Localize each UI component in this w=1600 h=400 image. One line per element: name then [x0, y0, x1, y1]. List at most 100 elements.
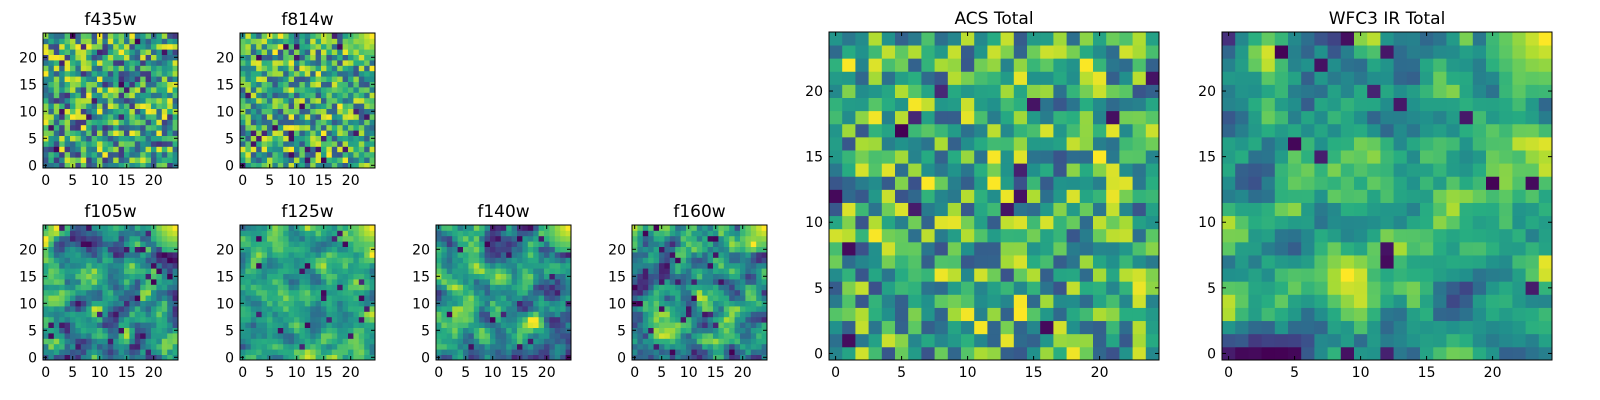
heatmap-cell: [1079, 268, 1094, 282]
heatmap-cell: [134, 268, 141, 274]
heatmap-cell: [240, 114, 246, 120]
heatmap-cell: [261, 235, 268, 242]
heatmap-cell: [484, 252, 491, 258]
y-tick-label: 20: [412, 242, 430, 258]
heatmap-cell: [43, 235, 49, 242]
heatmap-cell: [102, 311, 109, 318]
axes-frame: [631, 224, 768, 361]
heatmap-cell: [331, 70, 338, 77]
heatmap-cell: [1066, 176, 1081, 190]
heatmap-cell: [326, 322, 333, 328]
heatmap-cell: [102, 124, 109, 131]
heatmap-cell: [713, 246, 719, 253]
heatmap-cell: [436, 333, 442, 339]
heatmap-cell: [473, 225, 480, 231]
heatmap-cell: [533, 322, 539, 328]
heatmap-cell: [517, 246, 523, 253]
heatmap-cell: [321, 124, 327, 131]
heatmap-cell: [544, 316, 550, 323]
heatmap-cell: [272, 33, 279, 39]
heatmap-cell: [48, 327, 55, 334]
heatmap-cell: [707, 327, 714, 334]
heatmap-cell: [129, 268, 136, 274]
heatmap-cell: [756, 241, 762, 247]
heatmap-cell: [245, 300, 252, 307]
heatmap-cell: [145, 241, 152, 247]
heatmap-cell: [277, 157, 284, 163]
heatmap-cell: [337, 273, 343, 280]
heatmap-cell: [113, 327, 119, 334]
heatmap-cell: [53, 54, 60, 61]
heatmap-cell: [113, 108, 119, 115]
heatmap-cell: [70, 43, 76, 50]
heatmap-cell: [161, 273, 168, 280]
heatmap-cell: [151, 87, 157, 93]
heatmap-cell: [745, 225, 752, 231]
heatmap-cell: [1393, 255, 1408, 269]
heatmap-cell: [934, 163, 949, 177]
heatmap-cell: [151, 130, 157, 136]
heatmap-cell: [102, 38, 109, 45]
heatmap-cell: [544, 262, 550, 269]
heatmap-cell: [331, 87, 338, 93]
heatmap-cell: [686, 333, 692, 339]
heatmap-cell: [723, 252, 730, 258]
heatmap-cell: [1222, 268, 1236, 282]
heatmap-cell: [353, 38, 360, 45]
heatmap-cell: [348, 38, 354, 45]
heatmap-cell: [707, 225, 714, 231]
heatmap-cell: [664, 241, 671, 247]
heatmap-cell: [331, 108, 338, 115]
heatmap-cell: [1433, 228, 1447, 243]
heatmap-cell: [337, 49, 343, 55]
heatmap-cell: [113, 92, 119, 99]
heatmap-cell: [53, 225, 60, 231]
heatmap-cell: [326, 119, 333, 126]
heatmap-cell: [156, 354, 163, 361]
heatmap-cell: [161, 60, 168, 66]
heatmap-cell: [696, 343, 703, 350]
heatmap-cell: [750, 268, 757, 274]
heatmap-cell: [75, 60, 82, 66]
heatmap-cell: [686, 252, 692, 258]
heatmap-cell: [446, 252, 453, 258]
heatmap-cell: [97, 76, 103, 82]
heatmap-cell: [288, 162, 295, 169]
heatmap-cell: [707, 235, 714, 242]
heatmap-cell: [1327, 281, 1342, 295]
heatmap-cell: [129, 87, 136, 93]
heatmap-cell: [124, 252, 130, 258]
heatmap-cell: [1119, 307, 1133, 322]
heatmap-cell: [517, 230, 523, 237]
heatmap-cell: [59, 124, 65, 131]
heatmap-cell: [113, 54, 119, 61]
heatmap-cell: [97, 284, 103, 291]
heatmap-cell: [245, 119, 252, 126]
heatmap-cell: [348, 49, 354, 55]
heatmap-cell: [70, 257, 76, 264]
heatmap-cell: [167, 235, 173, 242]
heatmap-cell: [452, 252, 458, 258]
heatmap-cell: [353, 284, 360, 291]
heatmap-cell: [304, 135, 311, 142]
heatmap-cell: [299, 225, 306, 231]
heatmap-cell: [1446, 281, 1460, 295]
heatmap-cell: [91, 70, 98, 77]
heatmap-cell: [511, 322, 518, 328]
heatmap-cell: [974, 136, 988, 151]
heatmap-cell: [161, 141, 168, 147]
heatmap-cell: [250, 151, 257, 158]
heatmap-cell: [75, 65, 82, 72]
heatmap-cell: [1433, 307, 1447, 322]
heatmap-cell: [1248, 255, 1262, 269]
heatmap-cell: [315, 33, 322, 39]
heatmap-cell: [250, 333, 257, 339]
heatmap-cell: [632, 262, 638, 269]
heatmap-cell: [1261, 294, 1276, 308]
heatmap-cell: [855, 307, 869, 322]
heatmap-cell: [1027, 215, 1041, 230]
heatmap-cell: [1354, 333, 1368, 348]
heatmap-cell: [256, 70, 262, 77]
heatmap-cell: [1132, 123, 1147, 138]
heatmap-cell: [91, 284, 98, 291]
